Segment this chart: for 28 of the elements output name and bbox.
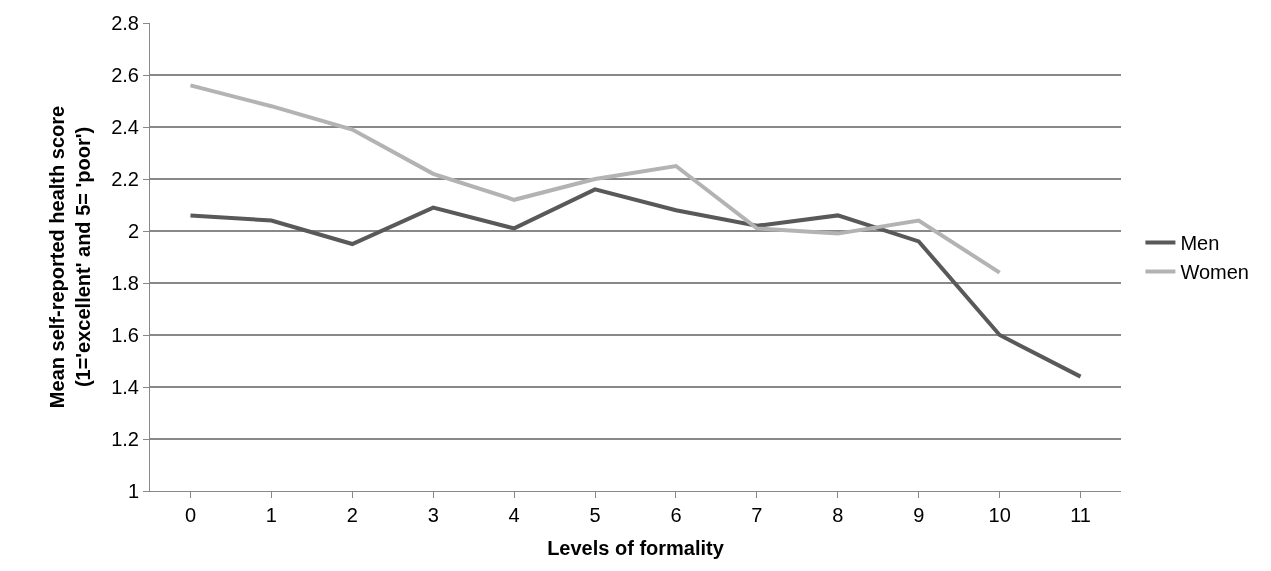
x-tick-label: 3 xyxy=(427,504,439,526)
y-tick-label: 1 xyxy=(127,480,139,502)
line-series xyxy=(188,187,1083,379)
legend-label: Women xyxy=(1180,261,1249,284)
x-tick-label: 11 xyxy=(1070,504,1091,526)
x-tick-label: 9 xyxy=(913,504,925,526)
y-tick-label: 2.2 xyxy=(111,168,139,190)
y-tick-label: 2.6 xyxy=(111,64,139,86)
x-tick-label: 8 xyxy=(832,504,844,526)
x-tick-label: 6 xyxy=(670,504,682,526)
y-tick-label: 2.8 xyxy=(111,12,139,34)
legend-label: Men xyxy=(1180,232,1220,255)
x-tick-label: 2 xyxy=(346,504,358,526)
y-tick-label: 1.2 xyxy=(111,428,139,450)
y-tick-label: 2 xyxy=(127,220,139,242)
x-tick-label: 4 xyxy=(508,504,520,526)
y-axis-title: Mean self-reported health score (1='excellent' and 5= 'poor') xyxy=(45,105,94,409)
y-tick-label: 1.6 xyxy=(111,324,139,346)
line-series xyxy=(188,83,1002,275)
y-tick-label: 1.4 xyxy=(111,376,139,398)
x-tick-label: 5 xyxy=(589,504,601,526)
x-tick-label: 0 xyxy=(184,504,197,526)
x-axis-title: Levels of formality xyxy=(547,536,725,559)
y-tick-label: 1.8 xyxy=(111,272,139,294)
x-tick-label: 1 xyxy=(265,504,277,526)
y-tick-label: 2.4 xyxy=(111,116,139,138)
x-tick-label: 10 xyxy=(988,504,1011,526)
x-tick-label: 7 xyxy=(751,504,763,526)
